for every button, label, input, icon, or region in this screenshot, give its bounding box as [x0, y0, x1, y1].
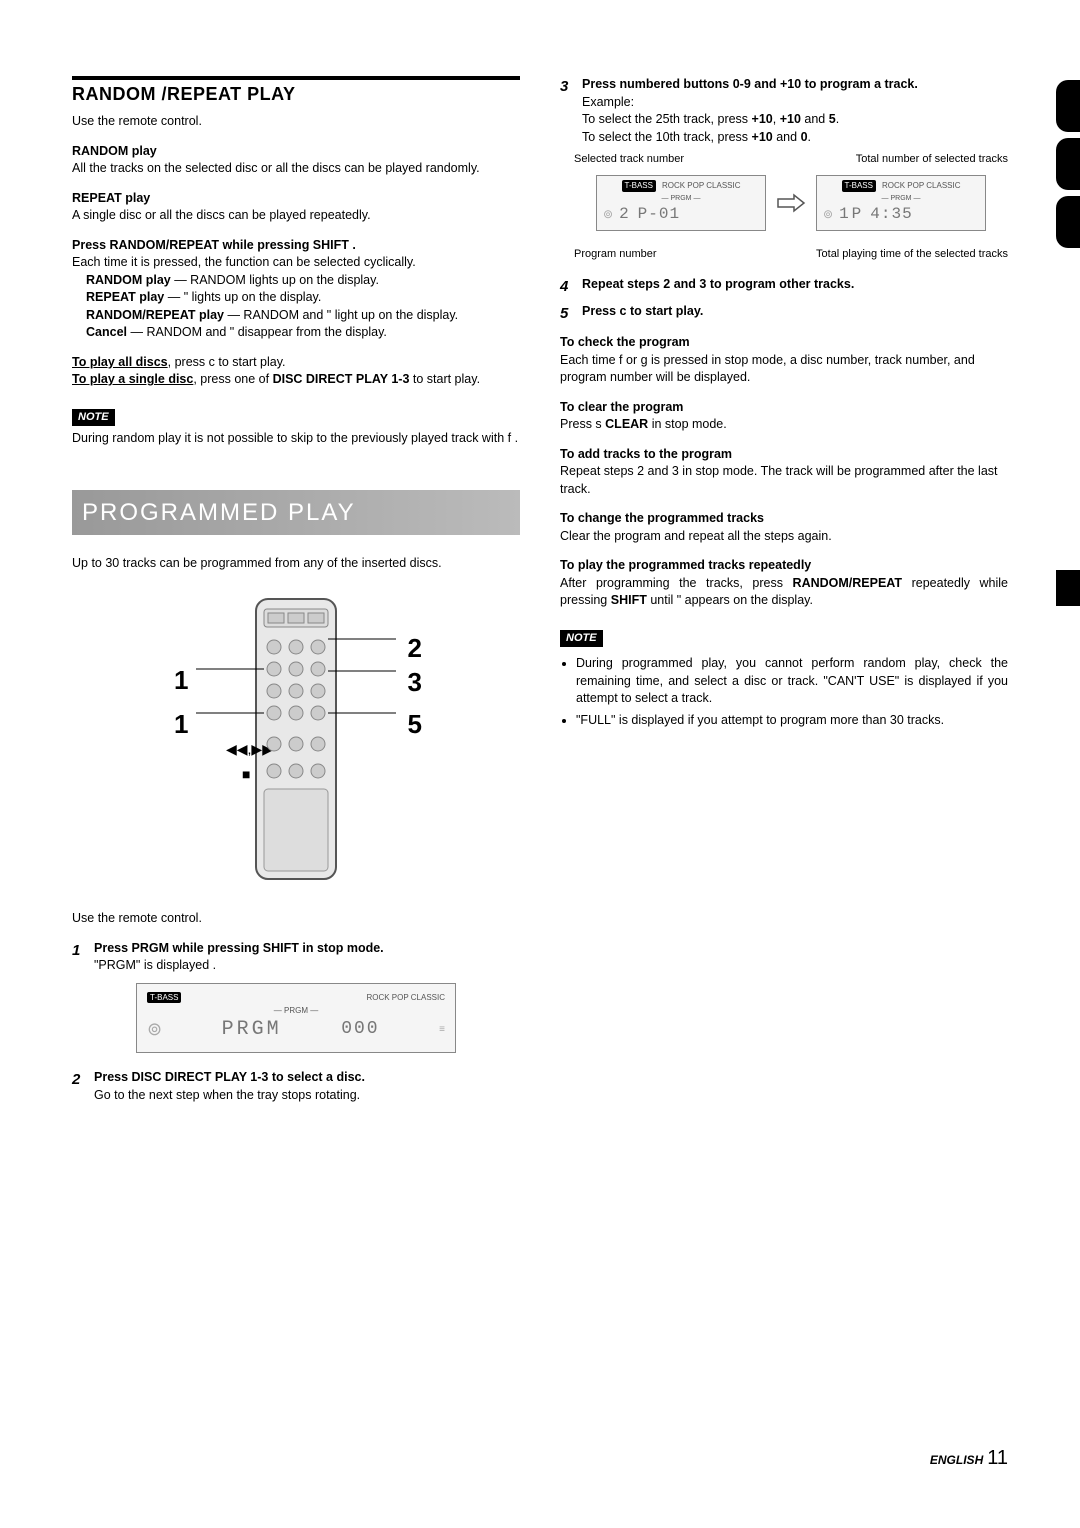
programmed-play-title: PROGRAMMED PLAY [72, 490, 520, 536]
step-4: 4 Repeat steps 2 and 3 to program other … [560, 276, 1008, 297]
note-badge-2: NOTE [560, 630, 603, 647]
press-rr-body: Each time it is pressed, the function ca… [72, 254, 520, 272]
callout-left-2: 1 [174, 706, 188, 742]
step-3: 3 Press numbered buttons 0-9 and +10 to … [560, 76, 1008, 146]
playrep-body: After programming the tracks, press RAND… [560, 575, 1008, 610]
side-tab [1056, 80, 1080, 132]
side-thumb-tabs [1056, 80, 1080, 254]
arrow-right-icon [776, 193, 806, 213]
repeat-play-head: REPEAT play [72, 190, 520, 208]
play-all-line: To play all discs, press c to start play… [72, 354, 520, 372]
side-tab [1056, 138, 1080, 190]
page-footer: ENGLISH11 [930, 1444, 1008, 1472]
repeat-play-body: A single disc or all the discs can be pl… [72, 207, 520, 225]
playrep-head: To play the programmed tracks repeatedly [560, 557, 1008, 575]
lcd-figure-1: T-BASSROCK POP CLASSIC — PRGM — ⊚ PRGM 0… [72, 983, 520, 1053]
two-display-figure: Selected track number Total number of se… [574, 152, 1008, 262]
use-remote-text-2: Use the remote control. [72, 910, 520, 928]
mode-list: RANDOM play — RANDOM lights up on the di… [86, 272, 520, 342]
note-badge: NOTE [72, 409, 115, 426]
play-single-line: To play a single disc, press one of DISC… [72, 371, 520, 389]
note-text: During random play it is not possible to… [72, 430, 520, 448]
add-body: Repeat steps 2 and 3 in stop mode. The t… [560, 463, 1008, 498]
remote-figure: ◀◀,▶▶ ■ 1 1 2 3 [72, 589, 520, 895]
clear-body: Press s CLEAR in stop mode. [560, 416, 1008, 434]
press-rr-head: Press RANDOM/REPEAT while pressing SHIFT… [72, 237, 520, 255]
check-head: To check the program [560, 334, 1008, 352]
callout-right-3: 5 [408, 706, 422, 742]
use-remote-text: Use the remote control. [72, 113, 520, 131]
check-body: Each time f or g is pressed in stop mode… [560, 352, 1008, 387]
prog-intro: Up to 30 tracks can be programmed from a… [72, 555, 520, 573]
callout-right-2: 3 [408, 664, 422, 700]
add-head: To add tracks to the program [560, 446, 1008, 464]
step-5: 5 Press c to start play. [560, 303, 1008, 324]
right-column: 3 Press numbered buttons 0-9 and +10 to … [560, 76, 1008, 1110]
callout-right-1: 2 [408, 630, 422, 666]
change-head: To change the programmed tracks [560, 510, 1008, 528]
left-column: RANDOM /REPEAT PLAY Use the remote contr… [72, 76, 520, 1110]
random-play-body: All the tracks on the selected disc or a… [72, 160, 520, 178]
side-tab-mid [1056, 570, 1080, 606]
random-repeat-title: RANDOM /REPEAT PLAY [72, 76, 520, 107]
side-tab [1056, 196, 1080, 248]
clear-head: To clear the program [560, 399, 1008, 417]
random-play-head: RANDOM play [72, 143, 520, 161]
change-body: Clear the program and repeat all the ste… [560, 528, 1008, 546]
callout-left-1: 1 [174, 662, 188, 698]
step-2: 2 Press DISC DIRECT PLAY 1-3 to select a… [72, 1069, 520, 1104]
step-1: 1 Press PRGM while pressing SHIFT in sto… [72, 940, 520, 975]
note-bullets: During programmed play, you cannot perfo… [576, 655, 1008, 729]
